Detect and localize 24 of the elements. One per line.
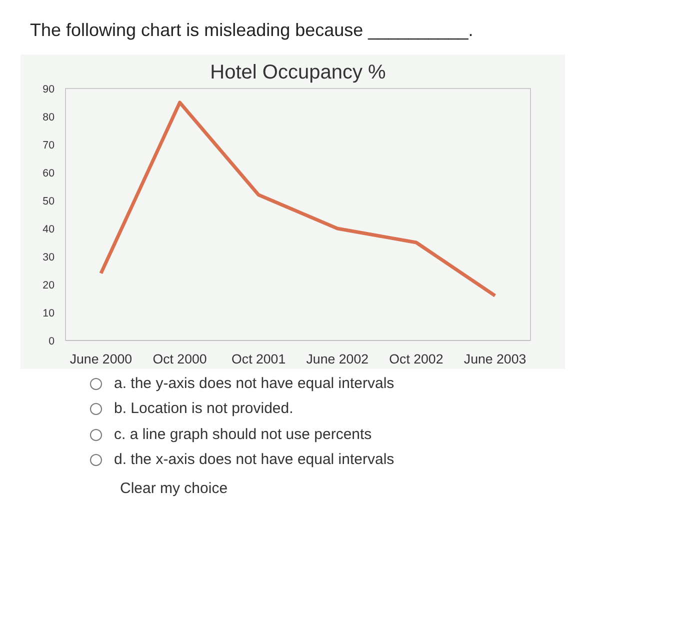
text: Clear my choice — [120, 479, 228, 500]
x-tick-label: June 2003 — [464, 351, 526, 366]
y-tick-label: 80 — [42, 111, 55, 124]
x-tick-label: Oct 2002 — [389, 351, 444, 366]
text: c. a line graph should not use percents — [113, 424, 372, 445]
line-series — [99, 100, 497, 298]
x-tick-label: June 2000 — [70, 351, 132, 366]
x-tick-label: June 2002 — [306, 351, 369, 366]
text: b. Location is not provided. — [113, 399, 294, 420]
text: d. the x-axis does not have equal intervals — [113, 450, 394, 470]
y-tick-label: 20 — [42, 279, 55, 292]
x-tick-label: Oct 2001 — [232, 351, 286, 366]
y-tick-label: 10 — [42, 307, 55, 320]
y-tick-label: 60 — [42, 167, 55, 180]
y-tick-label: 30 — [42, 251, 55, 264]
x-tick-label: Oct 2000 — [152, 351, 207, 366]
text: The following chart is misleading because __________. — [30, 19, 474, 42]
y-tick-label: 40 — [42, 223, 55, 236]
y-tick-label: 50 — [42, 195, 55, 208]
text: a. the y-axis does not have equal intervals — [113, 374, 394, 394]
y-tick-label: 90 — [42, 83, 55, 96]
y-tick-label: 0 — [48, 335, 55, 348]
y-tick-label: 70 — [42, 139, 55, 152]
chart-title: Hotel Occupancy % — [210, 61, 386, 84]
